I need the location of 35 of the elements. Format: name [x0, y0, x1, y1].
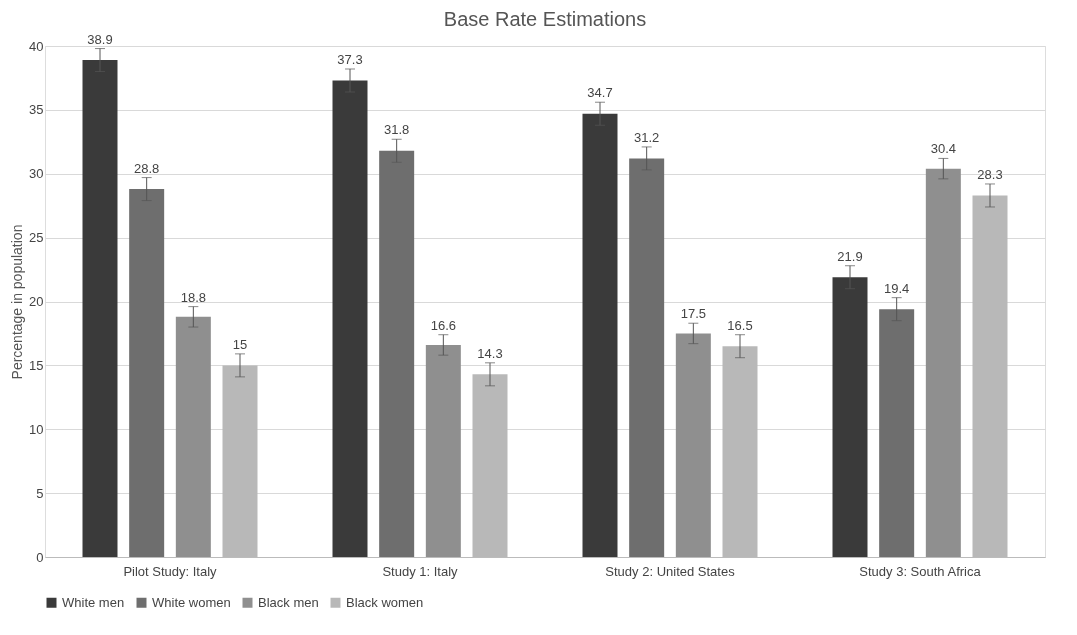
y-tick-label: 35: [29, 102, 44, 118]
data-label: 19.4: [884, 280, 910, 296]
data-label: 37.3: [337, 52, 363, 67]
y-tick-label: 25: [29, 230, 44, 246]
legend-label: Black women: [346, 594, 424, 610]
data-label: 17.5: [680, 306, 706, 322]
data-label: 34.7: [587, 85, 613, 101]
legend-label: White women: [152, 594, 231, 610]
legend-label: Black men: [258, 594, 319, 610]
y-axis-title: Percentage in population: [9, 224, 26, 380]
y-tick-label: 30: [29, 166, 44, 182]
data-label: 31.2: [634, 129, 660, 145]
y-tick-label: 0: [36, 549, 44, 565]
data-label: 31.8: [384, 122, 410, 138]
legend-label: White men: [62, 594, 125, 610]
y-tick-label: 5: [36, 485, 44, 501]
x-tick-label: Pilot Study: Italy: [123, 563, 218, 579]
y-tick-label: 40: [29, 38, 44, 54]
y-tick-label: 10: [29, 421, 44, 437]
x-tick-label: Study 2: United States: [605, 563, 736, 579]
data-label: 21.9: [837, 248, 863, 264]
data-label: 16.5: [727, 317, 753, 333]
data-label: 28.8: [134, 160, 160, 176]
y-tick-label: 15: [29, 357, 44, 373]
data-label: 14.3: [477, 345, 503, 361]
data-label: 15: [232, 336, 248, 352]
data-label: 30.4: [930, 141, 956, 157]
data-label: 38.9: [87, 31, 113, 47]
y-tick-label: 20: [29, 294, 44, 309]
data-label: 28.3: [977, 166, 1003, 182]
data-label: 16.6: [430, 317, 456, 333]
x-tick-label: Study 1: Italy: [382, 563, 459, 579]
chart-title: Base Rate Estimations: [443, 7, 647, 30]
data-label: 18.8: [180, 289, 206, 305]
x-tick-label: Study 3: South Africa: [859, 563, 982, 579]
